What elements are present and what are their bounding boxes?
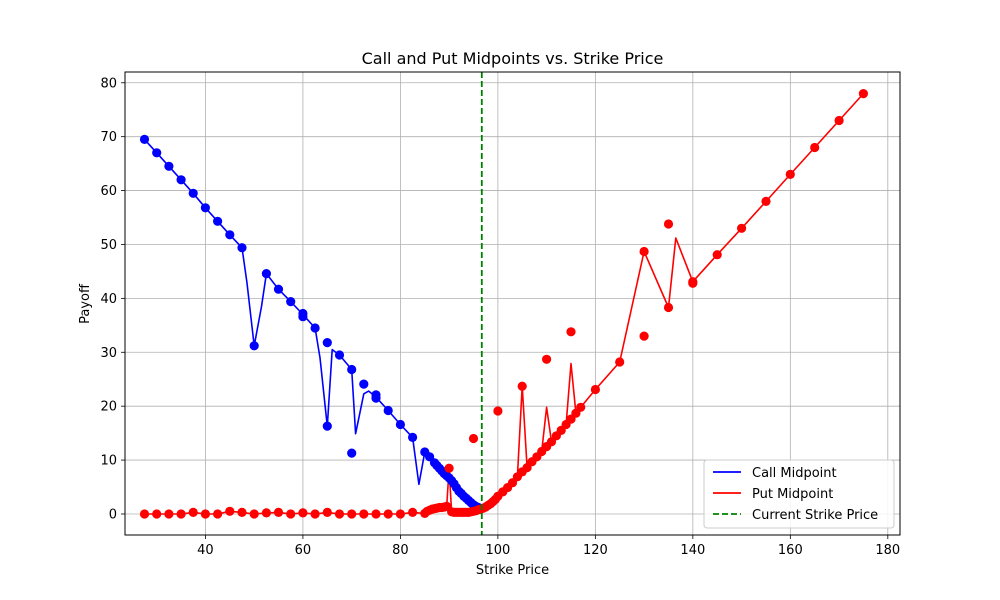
- y-tick-label: 80: [100, 76, 117, 91]
- put-midpoint-point: [542, 354, 552, 364]
- call-midpoint-point: [225, 230, 235, 240]
- put-midpoint-point: [493, 406, 503, 416]
- put-midpoint-point: [858, 89, 869, 99]
- put-midpoint-point: [261, 508, 271, 518]
- y-tick-label: 50: [100, 238, 117, 253]
- y-tick-label: 70: [100, 130, 117, 145]
- put-midpoint-point: [176, 509, 186, 519]
- put-midpoint-point: [468, 433, 479, 444]
- put-midpoint-point: [576, 402, 586, 412]
- put-midpoint-point: [737, 223, 747, 233]
- x-tick-label: 100: [485, 543, 510, 558]
- put-midpoint-point: [712, 250, 722, 260]
- call-midpoint-point: [237, 243, 247, 253]
- call-midpoint-point: [322, 338, 332, 348]
- put-midpoint-point: [200, 509, 210, 519]
- put-midpoint-point: [273, 507, 284, 517]
- call-midpoint-point: [347, 448, 357, 458]
- put-midpoint-point: [590, 384, 601, 395]
- put-midpoint-point: [761, 196, 771, 206]
- put-midpoint-point: [322, 507, 332, 517]
- axes-frame: [124, 71, 901, 536]
- put-midpoint-point: [139, 509, 150, 519]
- put-midpoint-point: [566, 327, 576, 337]
- put-midpoint-point: [834, 115, 844, 126]
- call-midpoint-point: [408, 432, 418, 442]
- call-midpoint-point: [286, 297, 296, 307]
- put-midpoint-point: [383, 509, 393, 519]
- x-tick-label: 140: [680, 543, 705, 558]
- call-midpoint-point: [188, 188, 198, 198]
- call-midpoint-point: [261, 269, 271, 279]
- call-midpoint-point: [273, 284, 284, 294]
- y-axis-label: Payoff: [78, 283, 93, 324]
- legend: Call Midpoint Put Midpoint Current Strik…: [703, 459, 895, 529]
- put-midpoint-point: [334, 509, 345, 519]
- put-midpoint-point: [408, 507, 418, 517]
- put-midpoint-point: [152, 509, 162, 519]
- y-tick-label: 20: [100, 400, 117, 415]
- put-midpoint-point: [237, 507, 247, 517]
- call-midpoint-point: [371, 393, 381, 403]
- call-midpoint-point: [298, 312, 308, 322]
- put-midpoint-point: [249, 509, 259, 519]
- call-midpoint-point: [176, 175, 186, 185]
- put-midpoint-point: [810, 142, 820, 153]
- x-tick-label: 60: [295, 543, 312, 558]
- put-midpoint-point: [371, 509, 381, 519]
- call-midpoint-point: [139, 134, 150, 144]
- y-tick-label: 30: [100, 346, 117, 361]
- put-midpoint-point: [639, 331, 649, 341]
- call-midpoint-point: [164, 161, 174, 171]
- call-midpoint-point: [322, 421, 332, 431]
- legend-call-label: Call Midpoint: [752, 466, 837, 481]
- y-tick-label: 60: [100, 184, 117, 199]
- call-midpoint-point: [249, 341, 259, 351]
- call-midpoint-point: [359, 379, 369, 389]
- put-midpoint-point: [517, 381, 527, 391]
- legend-put-label: Put Midpoint: [752, 487, 833, 502]
- call-midpoint-point: [310, 323, 320, 333]
- y-tick-label: 10: [100, 454, 117, 469]
- put-midpoint-point: [663, 219, 674, 229]
- put-midpoint-point: [395, 509, 405, 519]
- put-midpoint-point: [663, 302, 674, 313]
- put-midpoint-point: [164, 509, 174, 519]
- put-midpoint-point: [639, 246, 649, 257]
- put-midpoint-point: [188, 507, 198, 517]
- y-tick-label: 40: [100, 292, 117, 307]
- put-midpoint-point: [225, 506, 235, 516]
- call-midpoint-point: [334, 350, 345, 360]
- y-tick-label: 0: [109, 507, 117, 522]
- put-midpoint-point: [444, 463, 454, 473]
- put-midpoint-point: [213, 509, 223, 519]
- x-tick-label: 160: [778, 543, 803, 558]
- legend-box: [703, 459, 895, 529]
- legend-strike-label: Current Strike Price: [752, 508, 878, 523]
- call-midpoint-point: [200, 203, 210, 213]
- put-midpoint-point: [615, 357, 625, 367]
- x-tick-label: 40: [197, 543, 214, 558]
- put-midpoint-point: [347, 509, 357, 519]
- put-midpoint-point: [359, 509, 369, 519]
- chart-title: Call and Put Midpoints vs. Strike Price: [362, 49, 664, 68]
- x-axis: 40 60 80 100 120 140 160 180: [197, 535, 900, 558]
- call-midpoint-point: [213, 216, 223, 226]
- put-midpoint-point: [298, 508, 308, 518]
- x-tick-label: 80: [392, 543, 409, 558]
- y-axis: 0 10 20 30 40 50 60 70 80: [100, 76, 125, 522]
- call-midpoint-point: [383, 405, 393, 416]
- x-tick-label: 180: [875, 543, 900, 558]
- put-midpoint-point: [286, 509, 296, 519]
- call-midpoint-point: [152, 148, 162, 158]
- call-midpoint-point: [347, 364, 357, 375]
- put-midpoint-point: [688, 278, 698, 288]
- put-midpoint-point: [310, 509, 320, 519]
- call-midpoint-point: [395, 419, 405, 430]
- x-axis-label: Strike Price: [476, 563, 549, 578]
- plot-area: [139, 72, 869, 535]
- put-midpoint-point: [785, 169, 795, 179]
- x-tick-label: 120: [583, 543, 608, 558]
